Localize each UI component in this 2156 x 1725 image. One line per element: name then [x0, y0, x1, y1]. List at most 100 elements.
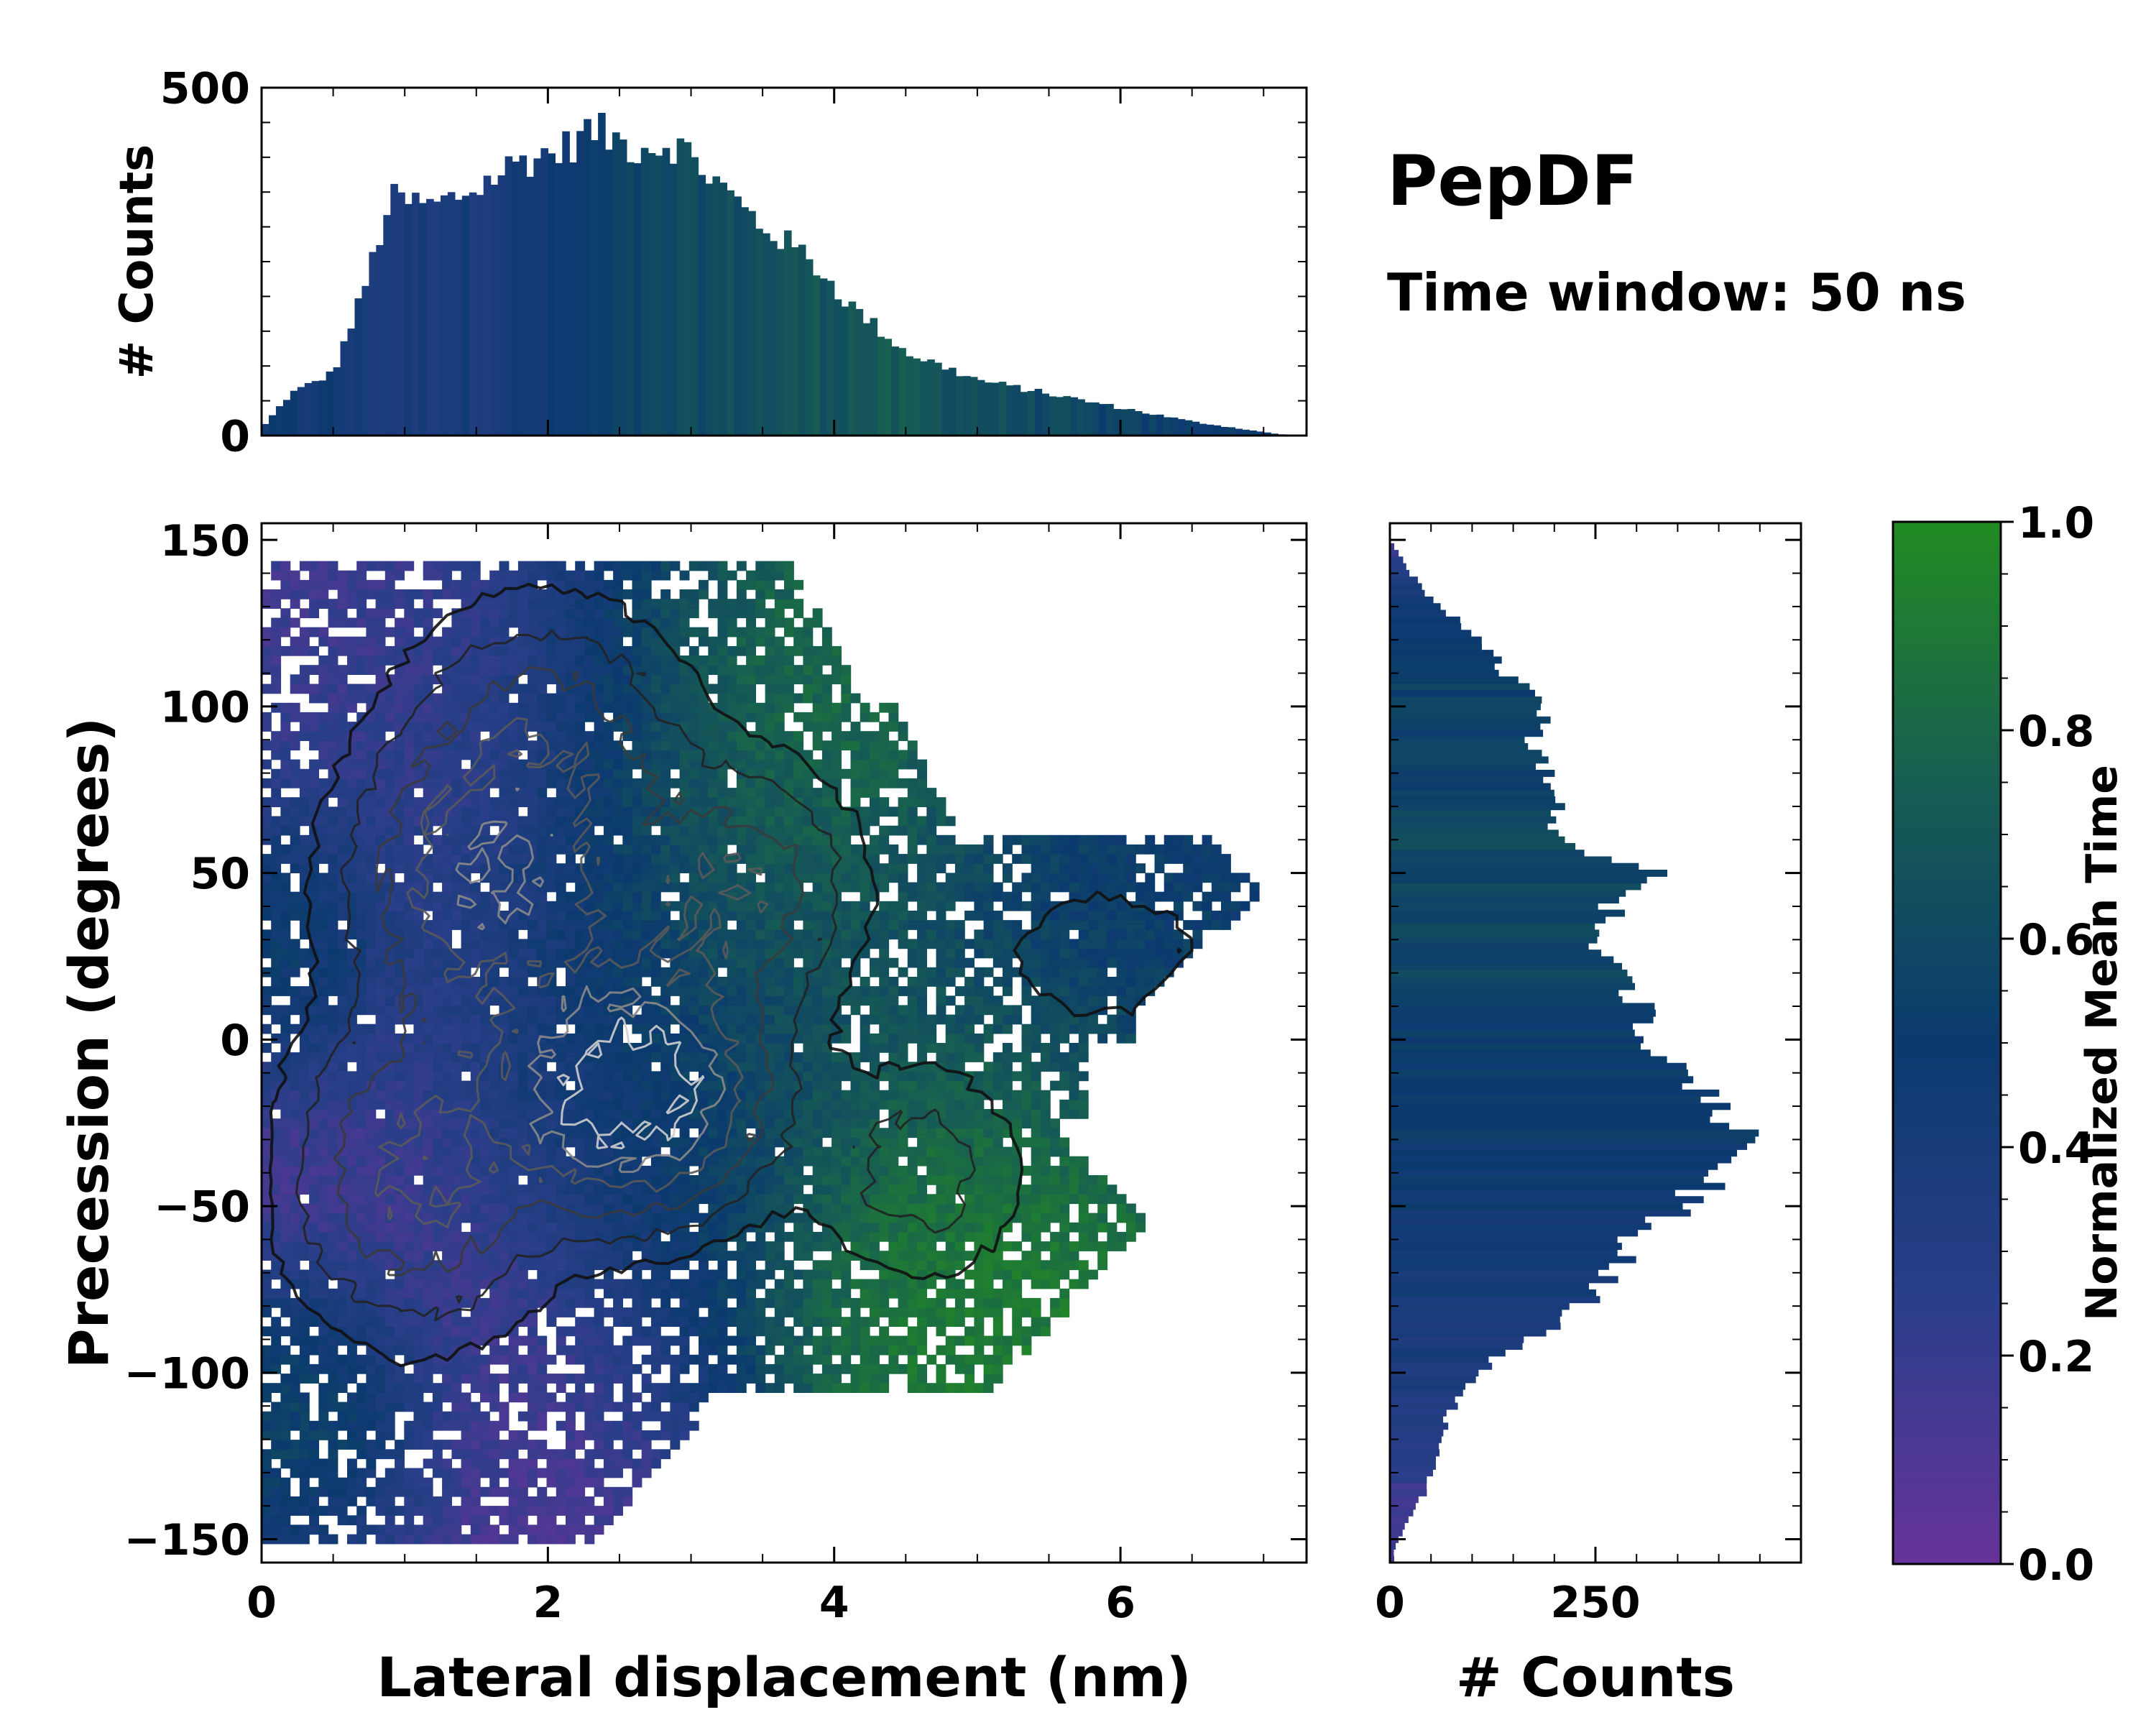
heatmap-cell: [603, 665, 614, 675]
heatmap-cell: [556, 1420, 566, 1431]
heatmap-cell: [423, 599, 433, 609]
top-hist-bar: [998, 382, 1007, 436]
heatmap-cell: [717, 1335, 728, 1346]
top-hist-bar: [526, 176, 535, 436]
heatmap-cell: [537, 863, 548, 873]
heatmap-cell: [537, 656, 548, 666]
heatmap-cell: [395, 1392, 405, 1403]
heatmap-cell: [594, 1109, 604, 1119]
top-hist-bar: [347, 328, 356, 436]
heatmap-cell: [309, 1251, 319, 1261]
heatmap-cell: [708, 722, 719, 732]
heatmap-cell: [442, 957, 452, 968]
heatmap-cell: [366, 608, 377, 619]
top-hist-bar: [727, 190, 734, 436]
heatmap-cell: [650, 645, 661, 656]
heatmap-cell: [366, 1317, 377, 1327]
heatmap-cell: [442, 1392, 452, 1403]
heatmap-cell: [546, 797, 557, 807]
heatmap-cell: [384, 750, 395, 760]
heatmap-cell: [384, 722, 395, 732]
heatmap-cell: [423, 570, 433, 581]
heatmap-cell: [603, 1231, 614, 1242]
heatmap-cell: [280, 854, 291, 864]
heatmap-cell: [537, 844, 548, 855]
heatmap-cell: [528, 1052, 538, 1062]
heatmap-cell: [432, 1496, 443, 1506]
heatmap-cell: [395, 1297, 405, 1308]
heatmap-cell: [688, 599, 699, 609]
heatmap-cell: [480, 665, 490, 675]
heatmap-cell: [679, 1335, 690, 1346]
heatmap-cell: [688, 684, 699, 694]
heatmap-cell: [423, 589, 433, 599]
heatmap-cell: [356, 1251, 367, 1261]
heatmap-cell: [337, 740, 348, 751]
heatmap-cell: [632, 589, 642, 599]
heatmap-cell: [566, 901, 576, 911]
heatmap-cell: [299, 1477, 310, 1488]
heatmap-cell: [290, 1449, 300, 1460]
heatmap-cell: [650, 684, 661, 694]
heatmap-cell: [423, 1080, 433, 1091]
heatmap-cell: [309, 1005, 319, 1016]
heatmap-cell: [613, 1099, 623, 1110]
heatmap-cell: [337, 684, 348, 694]
heatmap-cell: [679, 1354, 690, 1365]
heatmap-cell: [736, 1354, 747, 1365]
heatmap-cell: [356, 1534, 367, 1545]
heatmap-cell: [432, 1534, 443, 1545]
heatmap-cell: [413, 1071, 424, 1082]
heatmap-cell: [309, 1062, 319, 1072]
heatmap-cell: [461, 579, 471, 590]
heatmap-cell: [594, 684, 604, 694]
heatmap-cell: [347, 1392, 357, 1403]
heatmap-cell: [508, 1269, 519, 1280]
heatmap-cell: [375, 636, 386, 647]
heatmap-cell: [499, 1184, 510, 1195]
top-hist-bar: [977, 380, 985, 436]
heatmap-cell: [566, 854, 576, 864]
heatmap-cell: [395, 1071, 405, 1082]
heatmap-cell: [318, 967, 329, 978]
heatmap-cell: [546, 570, 557, 581]
heatmap-cell: [556, 911, 566, 921]
heatmap-cell: [299, 1099, 310, 1110]
heatmap-cell: [480, 1363, 490, 1374]
heatmap-cell: [432, 1449, 443, 1460]
heatmap-cell: [679, 939, 690, 949]
heatmap-cell: [432, 1043, 443, 1053]
heatmap-cell: [309, 1524, 319, 1535]
heatmap-cell: [480, 911, 490, 921]
heatmap-cell: [556, 929, 566, 940]
heatmap-cell: [660, 561, 671, 571]
heatmap-cell: [566, 579, 576, 590]
heatmap-cell: [489, 712, 500, 722]
heatmap-cell: [470, 1269, 481, 1280]
heatmap-cell: [395, 1062, 405, 1072]
heatmap-cell: [679, 599, 690, 609]
heatmap-cell: [470, 1203, 481, 1214]
heatmap-cell: [413, 1080, 424, 1091]
heatmap-cell: [660, 1175, 671, 1185]
heatmap-cell: [546, 561, 557, 571]
heatmap-cell: [442, 1440, 452, 1450]
heatmap-cell: [594, 656, 604, 666]
heatmap-cell: [290, 1326, 300, 1337]
heatmap-cell: [699, 834, 709, 845]
heatmap-cell: [280, 825, 291, 836]
heatmap-cell: [384, 911, 395, 921]
heatmap-cell: [594, 1279, 604, 1289]
heatmap-cell: [499, 1288, 510, 1299]
heatmap-cell: [660, 1297, 671, 1308]
heatmap-cell: [404, 995, 415, 1006]
heatmap-cell: [717, 1383, 728, 1393]
heatmap-cell: [622, 1251, 633, 1261]
chart-title: PepDF: [1387, 141, 1638, 221]
heatmap-cell: [413, 929, 424, 940]
heatmap-cell: [746, 636, 756, 647]
heatmap-cell: [575, 977, 586, 987]
top-hist-bar: [1034, 389, 1043, 436]
heatmap-cell: [499, 656, 510, 666]
heatmap-cell: [423, 712, 433, 722]
